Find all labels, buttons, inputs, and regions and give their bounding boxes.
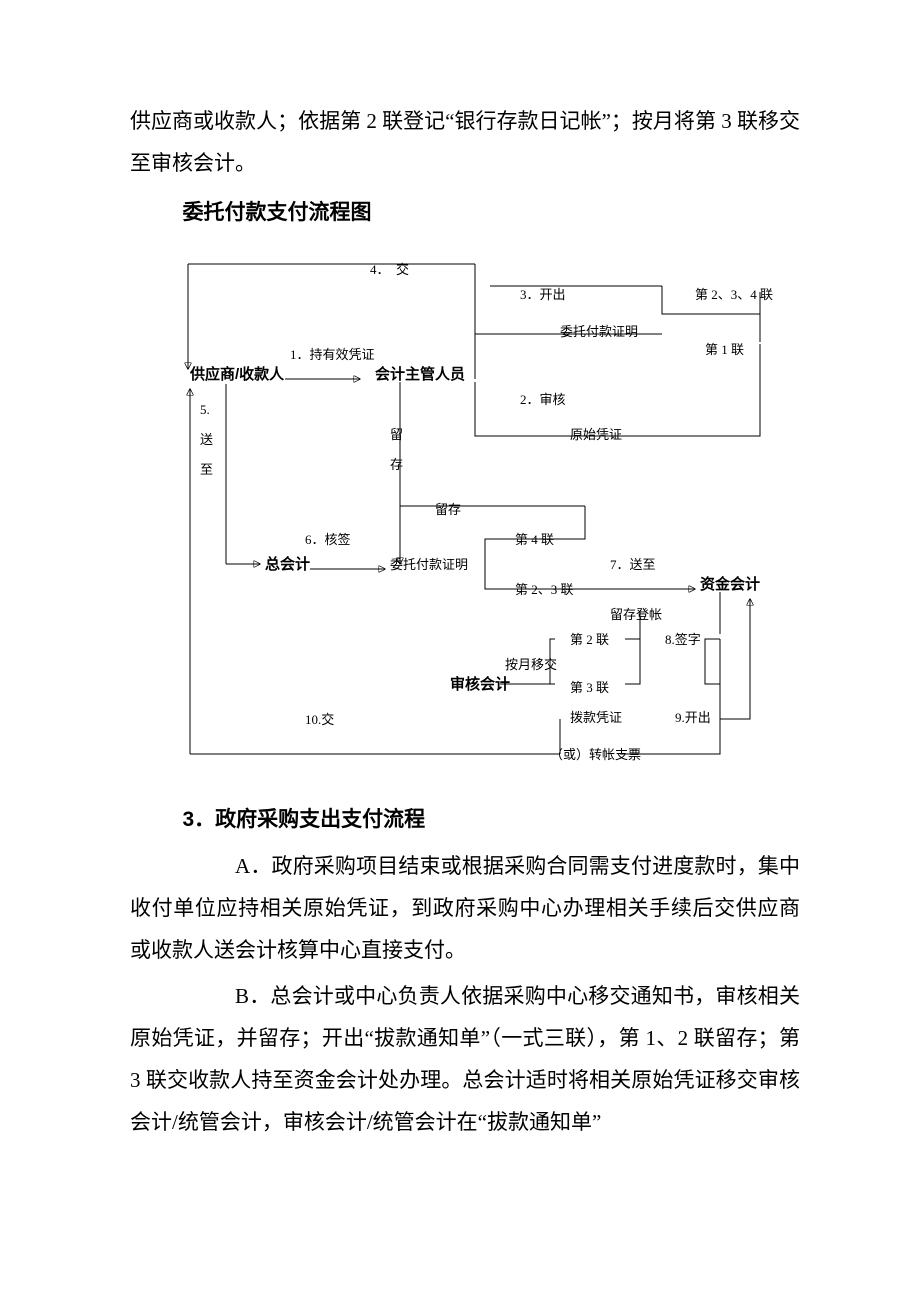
section3-para-b: B．总会计或中心负责人依据采购中心移交通知书，审核相关原始凭证，并留存；开出“拔… (130, 975, 800, 1143)
svg-text:8.签字: 8.签字 (665, 632, 701, 647)
svg-text:5.: 5. (200, 402, 210, 417)
svg-text:留存: 留存 (435, 502, 461, 517)
svg-text:6．核签: 6．核签 (305, 532, 351, 547)
svg-text:2．审核: 2．审核 (520, 392, 566, 407)
svg-text:审核会计: 审核会计 (450, 675, 510, 693)
svg-text:7．送至: 7．送至 (610, 557, 656, 572)
svg-text:第 4 联: 第 4 联 (515, 532, 554, 547)
svg-text:3．开出: 3．开出 (520, 287, 566, 302)
svg-text:第 3 联: 第 3 联 (570, 680, 609, 695)
svg-text:10.交: 10.交 (305, 712, 334, 727)
svg-text:送: 送 (200, 432, 213, 447)
svg-text:第 2、3 联: 第 2、3 联 (515, 582, 574, 597)
svg-text:9.开出: 9.开出 (675, 710, 711, 725)
diagram-title: 委托付款支付流程图 (130, 192, 800, 234)
svg-text:委托付款证明: 委托付款证明 (390, 557, 468, 572)
svg-text:委托付款证明: 委托付款证明 (560, 324, 638, 339)
svg-text:供应商/收款人: 供应商/收款人 (189, 365, 285, 383)
svg-text:拨款凭证: 拨款凭证 (570, 710, 622, 725)
svg-text:留存登帐: 留存登帐 (610, 607, 662, 622)
svg-text:第 1 联: 第 1 联 (705, 342, 744, 357)
svg-text:1．持有效凭证: 1．持有效凭证 (290, 347, 375, 362)
svg-text:留: 留 (390, 427, 403, 442)
flow-diagram: 供应商/收款人 会计主管人员总会计资金会计审核会计 4． 交 3．开出 第 2、3、4 … (130, 244, 800, 779)
svg-text:资金会计: 资金会计 (700, 575, 760, 593)
intro-paragraph: 供应商或收款人；依据第 2 联登记“银行存款日记帐”；按月将第 3 联移交至审核… (130, 100, 800, 184)
svg-text:按月移交: 按月移交 (505, 657, 557, 672)
svg-text:（或）转帐支票: （或）转帐支票 (550, 747, 641, 762)
svg-text:第 2 联: 第 2 联 (570, 632, 609, 647)
svg-text:存: 存 (390, 457, 403, 472)
svg-text:原始凭证: 原始凭证 (570, 427, 622, 442)
svg-text:第 2、3、4 联: 第 2、3、4 联 (695, 287, 773, 302)
svg-text:总会计: 总会计 (265, 555, 310, 573)
svg-text:至: 至 (200, 462, 213, 477)
section3-title: 3．政府采购支出支付流程 (130, 799, 800, 841)
section3-para-a: A．政府采购项目结束或根据采购合同需支付进度款时，集中收付单位应持相关原始凭证，… (130, 845, 800, 971)
svg-text:4． 交: 4． 交 (370, 262, 409, 277)
svg-text:会计主管人员: 会计主管人员 (375, 365, 465, 383)
